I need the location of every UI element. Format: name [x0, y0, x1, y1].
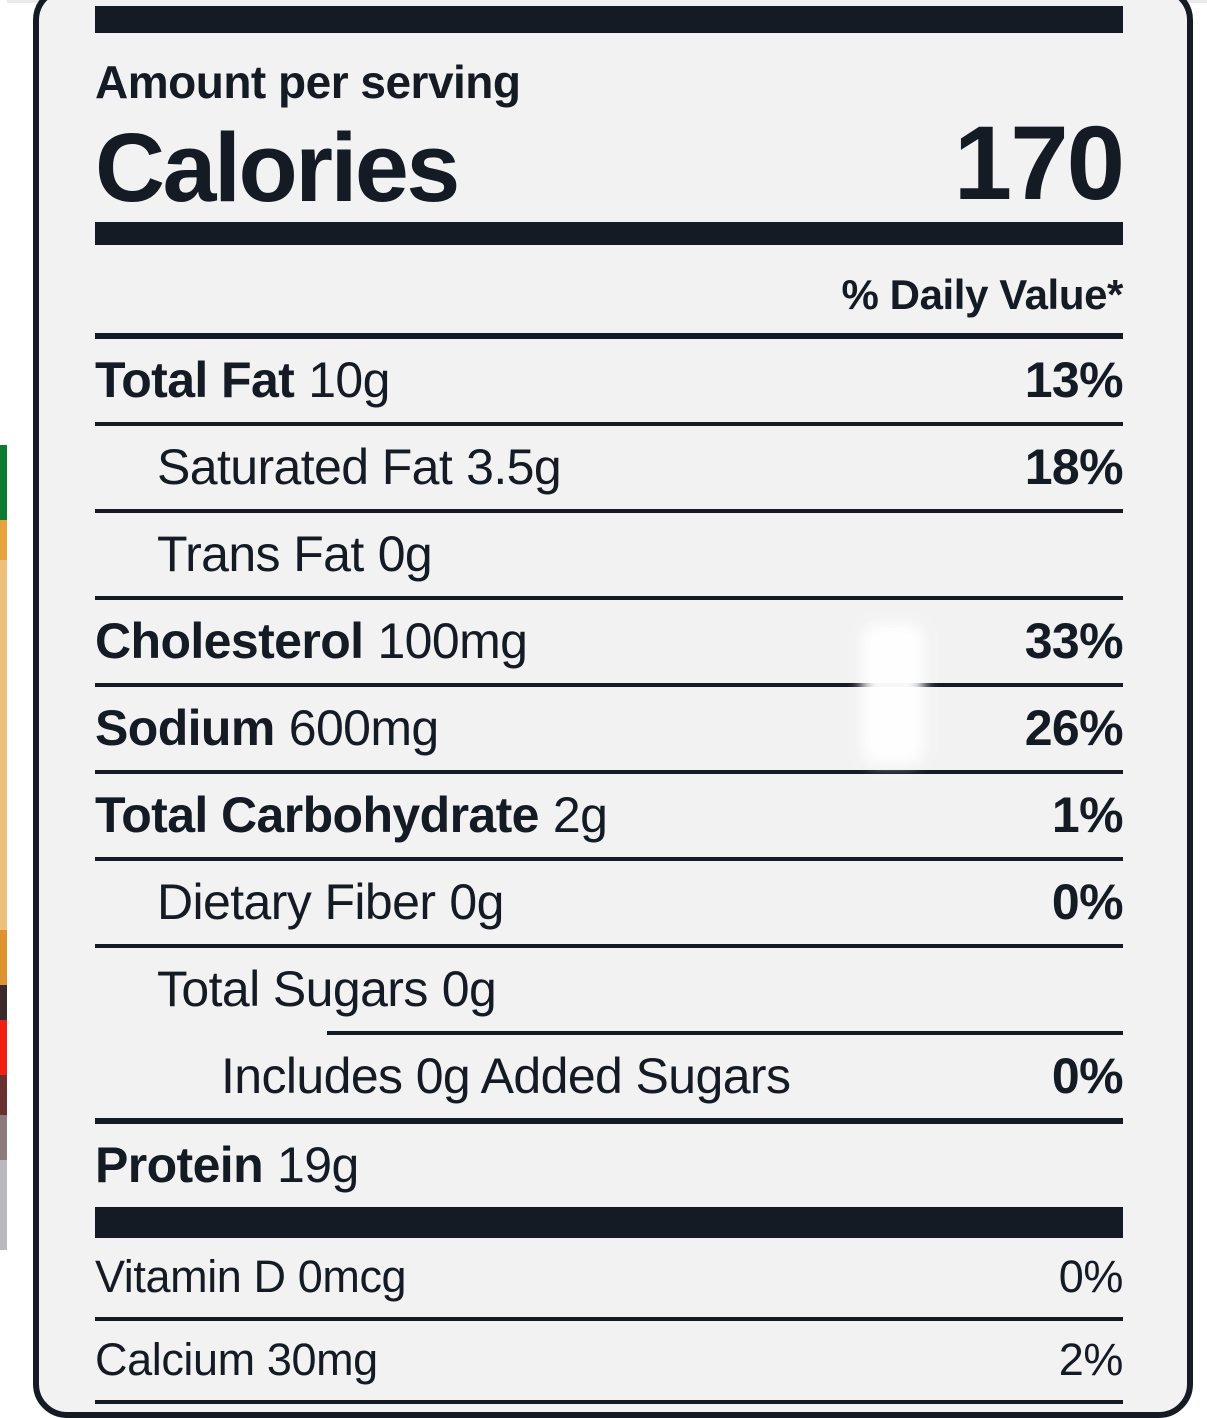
rule-above-total-fat [95, 333, 1123, 339]
nutrient-amount: 19g [277, 1137, 359, 1193]
nutrient-amount: 100mg [377, 613, 528, 669]
rule-above-protein [95, 1118, 1123, 1124]
nutrient-daily-value: 33% [1024, 613, 1124, 669]
nutrient-row-total-carbohydrate: Total Carbohydrate 2g 1% [95, 774, 1124, 857]
calories-value: 170 [953, 105, 1125, 222]
protein-divider-bar [95, 1207, 1123, 1238]
vitamin-daily-value: 2% [1058, 1334, 1124, 1385]
nutrient-name: Total Carbohydrate [95, 787, 539, 843]
rule-below-cholesterol [95, 683, 1123, 687]
vitamin-row-calcium: Calcium 30mg 2% [95, 1321, 1123, 1400]
rule-below-calcium [95, 1400, 1123, 1404]
rule-below-sodium [95, 770, 1123, 774]
nutrition-facts-label-card: Amount per serving Calories 170 % Daily … [33, 0, 1193, 1418]
nutrient-amount: 3.5g [466, 439, 562, 495]
nutrient-name: Dietary Fiber [157, 874, 436, 930]
nutrient-row-sodium: Sodium 600mg 26% [95, 687, 1124, 770]
nutrient-row-total-fat: Total Fat 10g 13% [95, 339, 1124, 422]
nutrient-name: Saturated Fat [157, 439, 453, 495]
top-divider-bar [95, 6, 1123, 33]
nutrient-amount: 0g [441, 961, 497, 1017]
rule-below-vitamin-d [95, 1317, 1123, 1321]
amount-per-serving-label: Amount per serving [95, 56, 521, 108]
nutrient-name: Total Sugars [157, 961, 428, 1017]
nutrient-daily-value: 13% [1024, 352, 1124, 408]
nutrient-row-dietary-fiber: Dietary Fiber 0g 0% [95, 861, 1124, 944]
nutrient-row-saturated-fat: Saturated Fat 3.5g 18% [95, 426, 1124, 509]
nutrient-daily-value: 1% [1051, 787, 1124, 843]
nutrient-daily-value: 18% [1024, 439, 1124, 495]
nutrient-daily-value: 0% [1051, 874, 1124, 930]
nutrient-amount: 2g [552, 787, 608, 843]
vitamin-daily-value: 0% [1058, 1251, 1124, 1302]
rule-below-saturated-fat [95, 509, 1123, 513]
daily-value-header: % Daily Value* [841, 271, 1123, 318]
nutrient-amount: 10g [308, 352, 390, 408]
nutrient-row-trans-fat: Trans Fat 0g [95, 513, 1123, 596]
calories-label: Calories [95, 113, 460, 222]
nutrient-row-total-sugars: Total Sugars 0g [95, 948, 1123, 1031]
nutrient-name: Trans Fat [157, 526, 364, 582]
nutrient-row-added-sugars: Includes 0g Added Sugars 0% [95, 1035, 1124, 1118]
rule-below-total-carbohydrate [95, 857, 1123, 861]
nutrient-amount: 0g [377, 526, 433, 582]
nutrient-row-cholesterol: Cholesterol 100mg 33% [95, 600, 1124, 683]
vitamin-name: Calcium 30mg [95, 1334, 378, 1385]
nutrient-amount: 0g [449, 874, 504, 930]
vitamin-row-iron: Iron 1mg 6% [95, 1404, 1123, 1412]
nutrient-name: Sodium [95, 700, 275, 756]
nutrient-name: Total Fat [95, 352, 295, 408]
vitamin-row-vitamin-d: Vitamin D 0mcg 0% [95, 1238, 1123, 1317]
calories-divider-bar [95, 222, 1123, 245]
vitamin-name: Vitamin D 0mcg [95, 1251, 407, 1302]
nutrient-name: Protein [95, 1137, 264, 1193]
nutrient-amount: 600mg [288, 700, 439, 756]
nutrient-daily-value: 0% [1051, 1048, 1124, 1104]
rule-below-dietary-fiber [95, 944, 1123, 948]
rule-below-total-sugars-indented [327, 1031, 1123, 1035]
rule-below-trans-fat [95, 596, 1123, 600]
nutrient-name: Cholesterol [95, 613, 364, 669]
nutrient-row-protein: Protein 19g [95, 1124, 1123, 1207]
calories-row: Calories 170 [95, 105, 1125, 222]
nutrition-facts-content: Amount per serving Calories 170 % Daily … [95, 6, 1125, 1412]
adjacent-package-color-strip [0, 0, 7, 1405]
nutrient-daily-value: 26% [1024, 700, 1124, 756]
nutrient-name: Includes 0g Added Sugars [221, 1048, 791, 1104]
rule-below-total-fat [95, 422, 1123, 426]
